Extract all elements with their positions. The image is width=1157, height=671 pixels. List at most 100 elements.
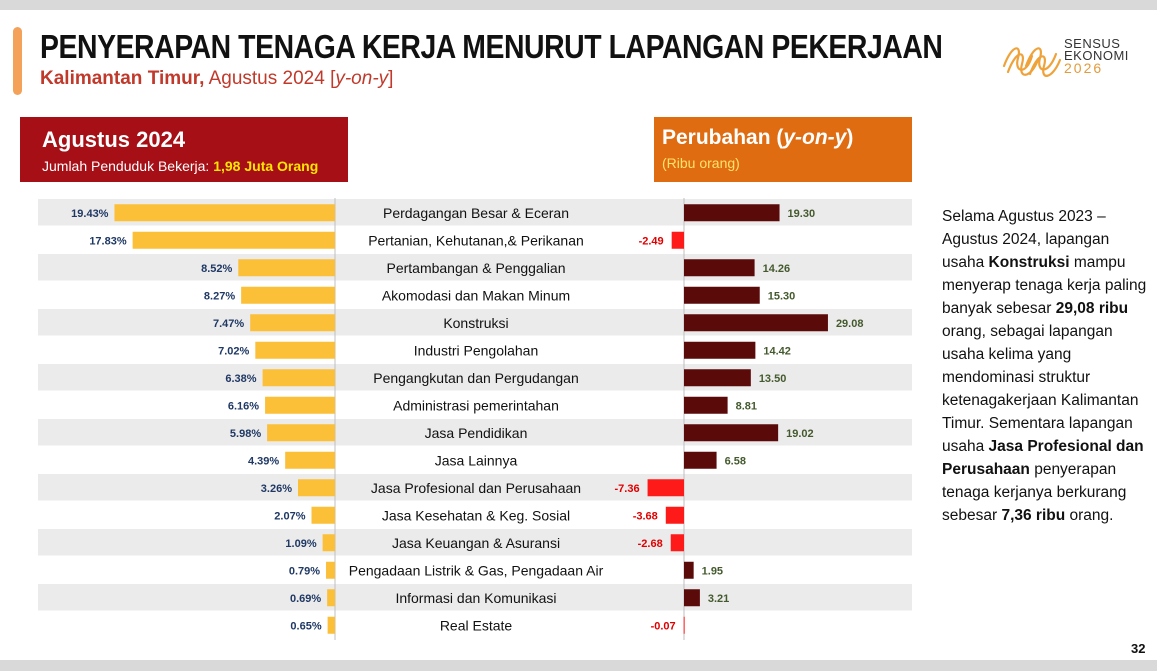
change-bar <box>684 259 755 277</box>
row-stripe <box>38 364 912 391</box>
category-label: Pengadaan Listrik & Gas, Pengadaan Air <box>349 562 604 578</box>
share-label: 4.39% <box>248 455 279 467</box>
change-label: -2.68 <box>638 538 663 550</box>
change-label: 19.02 <box>786 428 814 440</box>
change-bar <box>684 451 717 469</box>
side-text-segment: orang, sebagai lapangan usaha kelima yan… <box>942 323 1139 455</box>
share-bar <box>265 396 335 414</box>
change-bar <box>684 424 779 442</box>
share-label: 5.98% <box>230 428 261 440</box>
share-bar <box>322 534 335 552</box>
share-bar <box>238 259 335 277</box>
side-text-segment: Jasa Profesional dan Perusahaan <box>942 438 1144 478</box>
august-2024-title: Agustus 2024 <box>42 127 186 152</box>
side-text-segment: Konstruksi <box>988 254 1070 271</box>
row-stripe <box>38 474 912 501</box>
side-text-segment: 29,08 ribu <box>1055 300 1129 317</box>
yoy-change-title: Perubahan (y-on-y) <box>662 126 854 149</box>
top-border <box>0 0 1157 10</box>
share-bar <box>267 424 335 442</box>
change-label: 29.08 <box>836 318 864 330</box>
share-bar <box>327 589 335 607</box>
change-bar <box>665 506 684 524</box>
share-label: 7.02% <box>218 345 249 357</box>
change-bar <box>684 589 700 607</box>
share-label: 0.65% <box>290 620 321 632</box>
share-label: 17.83% <box>89 235 127 247</box>
row-stripe <box>38 254 912 281</box>
change-bar <box>647 479 684 497</box>
change-bar <box>684 369 751 387</box>
share-bar <box>262 369 335 387</box>
change-bar <box>684 286 760 304</box>
change-label: -7.36 <box>614 483 639 495</box>
change-label: -3.68 <box>633 510 658 522</box>
category-label: Konstruksi <box>443 315 508 331</box>
title-accent <box>13 27 22 95</box>
category-label: Pertambangan & Penggalian <box>386 260 565 276</box>
yoy-change-header: Perubahan (y-on-y) (Ribu orang) <box>654 117 912 182</box>
change-bar <box>671 231 684 249</box>
category-label: Akomodasi dan Makan Minum <box>382 287 570 303</box>
change-label: -0.07 <box>651 620 676 632</box>
category-label: Administrasi pemerintahan <box>393 397 559 413</box>
share-bar <box>327 616 335 634</box>
logo-text: SENSUS EKONOMI 2026 <box>1064 36 1129 76</box>
change-label: 8.81 <box>736 400 757 412</box>
share-label: 7.47% <box>213 318 244 330</box>
category-label: Pengangkutan dan Pergudangan <box>373 370 579 386</box>
change-label: 14.26 <box>763 263 791 275</box>
share-label: 3.26% <box>261 483 292 495</box>
category-label: Jasa Lainnya <box>435 452 518 468</box>
category-label: Jasa Pendidikan <box>425 425 528 441</box>
change-label: 14.42 <box>763 345 791 357</box>
change-bar <box>683 616 685 634</box>
change-label: 3.21 <box>708 593 729 605</box>
category-label: Informasi dan Komunikasi <box>395 590 556 606</box>
employment-chart: 19.43% Perdagangan Besar & Eceran 19.30 17.… <box>38 198 912 640</box>
change-label: 19.30 <box>788 208 816 220</box>
yoy-change-unit: (Ribu orang) <box>662 155 740 171</box>
side-text-segment: 7,36 ribu <box>1001 507 1066 524</box>
category-label: Perdagangan Besar & Eceran <box>383 205 569 221</box>
category-label: Jasa Kesehatan & Keg. Sosial <box>382 507 570 523</box>
change-bar <box>684 396 728 414</box>
category-label: Jasa Profesional dan Perusahaan <box>371 480 581 496</box>
share-label: 0.69% <box>290 593 321 605</box>
page-subtitle: Kalimantan Timur, Agustus 2024 [y-on-y] <box>40 68 394 89</box>
share-bar <box>255 341 335 359</box>
share-bar <box>311 506 335 524</box>
august-2024-header: Agustus 2024 Jumlah Penduduk Bekerja: 1,… <box>20 117 348 182</box>
share-label: 1.09% <box>285 538 316 550</box>
side-text-segment: Selama Agustus 2023 – Agustus 2024, lapa… <box>942 208 1110 271</box>
change-bar <box>684 204 780 222</box>
share-label: 6.16% <box>228 400 259 412</box>
share-bar <box>285 451 335 469</box>
category-label: Pertanian, Kehutanan,& Perikanan <box>368 232 584 248</box>
change-label: 15.30 <box>768 290 796 302</box>
category-label: Jasa Keuangan & Asuransi <box>392 535 560 551</box>
row-stripe <box>38 529 912 556</box>
share-label: 2.07% <box>274 510 305 522</box>
change-label: 6.58 <box>725 455 746 467</box>
share-label: 8.52% <box>201 263 232 275</box>
change-bar <box>684 314 828 332</box>
share-label: 8.27% <box>204 290 235 302</box>
change-bar <box>670 534 684 552</box>
category-label: Real Estate <box>440 617 513 633</box>
side-text-segment: penyerapan tenaga kerjanya berkurang seb… <box>942 461 1127 524</box>
share-bar <box>326 561 335 579</box>
bottom-border <box>0 660 1157 671</box>
share-bar <box>250 314 335 332</box>
page-title: PENYERAPAN TENAGA KERJA MENURUT LAPANGAN… <box>40 28 943 65</box>
share-label: 6.38% <box>225 373 256 385</box>
page-number: 32 <box>1131 641 1146 656</box>
change-bar <box>684 561 694 579</box>
sensus-ekonomi-logo-icon <box>1002 47 1062 77</box>
share-bar <box>114 204 335 222</box>
share-label: 19.43% <box>71 208 109 220</box>
share-bar <box>132 231 335 249</box>
change-label: 13.50 <box>759 373 787 385</box>
share-bar <box>241 286 335 304</box>
share-bar <box>297 479 335 497</box>
